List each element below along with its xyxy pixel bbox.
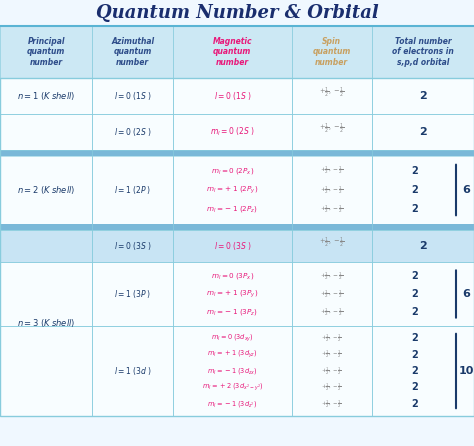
Text: $+\frac{1}{2},-\frac{1}{2}$: $+\frac{1}{2},-\frac{1}{2}$ [321, 332, 342, 344]
Bar [292, 230, 372, 262]
Bar [92, 230, 173, 262]
Text: $l=0\;(1S\;)$: $l=0\;(1S\;)$ [114, 90, 152, 102]
Bar [292, 114, 372, 150]
Bar [292, 78, 372, 114]
Bar [0, 262, 92, 326]
Text: $n=2\;(K\;shell)$: $n=2\;(K\;shell)$ [17, 184, 75, 196]
Text: $m_l=-1\;(3P_z)$: $m_l=-1\;(3P_z)$ [206, 307, 258, 317]
Text: $+\frac{1}{2},-\frac{1}{2}$: $+\frac{1}{2},-\frac{1}{2}$ [321, 349, 342, 360]
Bar [0, 78, 474, 416]
Text: $m_l=-1\;(2P_z)$: $m_l=-1\;(2P_z)$ [206, 204, 258, 215]
Text: $l=1\;(3P\;)$: $l=1\;(3P\;)$ [114, 288, 151, 300]
Text: 2: 2 [419, 241, 427, 251]
Text: Total number
of electrons in
s,p,d orbital: Total number of electrons in s,p,d orbit… [392, 37, 454, 67]
Text: $m_l=+2\;(3d_{x^2-y^2})$: $m_l=+2\;(3d_{x^2-y^2})$ [201, 382, 263, 393]
Bar [0, 78, 92, 114]
Text: $m_l=-1\;(3d_{zx})$: $m_l=-1\;(3d_{zx})$ [207, 366, 257, 376]
Text: 10: 10 [458, 366, 474, 376]
Text: $+\frac{1}{2},-\frac{1}{2}$: $+\frac{1}{2},-\frac{1}{2}$ [321, 398, 342, 409]
Text: $l=1\;(2P\;)$: $l=1\;(2P\;)$ [114, 184, 151, 196]
Text: $+\frac{1}{2},-\frac{1}{2}$: $+\frac{1}{2},-\frac{1}{2}$ [320, 270, 343, 281]
Text: $+\frac{1}{2},-\frac{1}{2}$: $+\frac{1}{2},-\frac{1}{2}$ [320, 203, 343, 215]
Text: 2: 2 [412, 307, 419, 317]
Text: 2: 2 [412, 165, 419, 176]
Text: $n=3\;(K\;shell)$: $n=3\;(K\;shell)$ [17, 317, 75, 329]
Text: $l=0\;(3S\;)$: $l=0\;(3S\;)$ [114, 240, 152, 252]
Bar [92, 114, 173, 150]
Bar [0, 150, 474, 156]
Text: $m_l=-1\;(3d_{z^2})$: $m_l=-1\;(3d_{z^2})$ [207, 399, 257, 409]
Bar [372, 156, 474, 224]
Bar [372, 262, 474, 326]
Text: $m_l=+1\;(2P_y)$: $m_l=+1\;(2P_y)$ [206, 184, 258, 196]
Text: $l=0\;(3S\;)$: $l=0\;(3S\;)$ [213, 240, 251, 252]
Bar [173, 26, 292, 78]
Text: $+\frac{1}{2},-\frac{1}{2}$: $+\frac{1}{2},-\frac{1}{2}$ [319, 86, 345, 100]
Text: $m_l=0\;(3d_{xy})$: $m_l=0\;(3d_{xy})$ [211, 333, 254, 344]
Bar [92, 326, 173, 416]
Text: 6: 6 [462, 185, 470, 195]
Text: 2: 2 [412, 399, 419, 409]
Text: $m_l=0\;(2P_x)$: $m_l=0\;(2P_x)$ [210, 165, 254, 176]
Text: $+\frac{1}{2},-\frac{1}{2}$: $+\frac{1}{2},-\frac{1}{2}$ [319, 122, 345, 136]
Bar [292, 262, 372, 326]
Bar [372, 230, 474, 262]
Bar [173, 156, 292, 224]
Text: Azimuthal
quantum
number: Azimuthal quantum number [111, 37, 154, 67]
Text: 2: 2 [412, 185, 419, 195]
Bar [372, 326, 474, 416]
Bar [173, 114, 292, 150]
Bar [292, 156, 372, 224]
Text: 2: 2 [412, 333, 419, 343]
Bar [173, 262, 292, 326]
Text: Principal
quantum
number: Principal quantum number [27, 37, 65, 67]
Text: Magnetic
quantum
number: Magnetic quantum number [212, 37, 252, 67]
Bar [0, 230, 92, 262]
Bar [173, 230, 292, 262]
Text: $l=0\;(2S\;)$: $l=0\;(2S\;)$ [114, 126, 152, 138]
Text: $m_l=0\;(3P_x)$: $m_l=0\;(3P_x)$ [210, 271, 254, 281]
Bar [0, 326, 92, 416]
Bar [0, 156, 92, 224]
Text: 2: 2 [412, 271, 419, 281]
Text: $+\frac{1}{2},-\frac{1}{2}$: $+\frac{1}{2},-\frac{1}{2}$ [321, 381, 342, 393]
Text: 2: 2 [412, 204, 419, 215]
Bar [0, 224, 474, 230]
Text: 2: 2 [419, 91, 427, 101]
Text: 6: 6 [462, 289, 470, 299]
Text: 2: 2 [412, 382, 419, 392]
Text: $m_l=+1\;(3P_y)$: $m_l=+1\;(3P_y)$ [206, 288, 258, 300]
Text: 2: 2 [412, 366, 419, 376]
Bar [92, 26, 173, 78]
Bar [292, 26, 372, 78]
Text: $m_l=+1\;(3d_{yz})$: $m_l=+1\;(3d_{yz})$ [207, 349, 257, 360]
Text: $+\frac{1}{2},-\frac{1}{2}$: $+\frac{1}{2},-\frac{1}{2}$ [320, 288, 343, 300]
Bar [173, 326, 292, 416]
Text: $+\frac{1}{2},-\frac{1}{2}$: $+\frac{1}{2},-\frac{1}{2}$ [320, 165, 343, 177]
Text: 2: 2 [412, 350, 419, 359]
Bar [372, 114, 474, 150]
Text: $n=1\;(K\;shell)$: $n=1\;(K\;shell)$ [17, 90, 75, 102]
Text: $m_l=0\;(2S\;)$: $m_l=0\;(2S\;)$ [210, 126, 255, 138]
Bar [92, 156, 173, 224]
Text: $+\frac{1}{2},-\frac{1}{2}$: $+\frac{1}{2},-\frac{1}{2}$ [320, 184, 343, 196]
Text: $l=0\;(1S\;)$: $l=0\;(1S\;)$ [213, 90, 251, 102]
Text: Quantum Number & Orbital: Quantum Number & Orbital [96, 4, 378, 22]
Text: 2: 2 [419, 127, 427, 137]
Bar [92, 78, 173, 114]
Text: $+\frac{1}{2},-\frac{1}{2}$: $+\frac{1}{2},-\frac{1}{2}$ [320, 306, 343, 318]
Text: $l=1\;(3d\;)$: $l=1\;(3d\;)$ [114, 365, 152, 377]
Text: $+\frac{1}{2},-\frac{1}{2}$: $+\frac{1}{2},-\frac{1}{2}$ [319, 236, 345, 250]
Bar [173, 78, 292, 114]
Bar [0, 114, 92, 150]
Bar [0, 26, 92, 78]
Text: Spin
quantum
number: Spin quantum number [313, 37, 351, 67]
Text: $+\frac{1}{2},-\frac{1}{2}$: $+\frac{1}{2},-\frac{1}{2}$ [321, 365, 342, 377]
Bar [292, 326, 372, 416]
Bar [92, 262, 173, 326]
Bar [372, 26, 474, 78]
Bar [372, 78, 474, 114]
Text: 2: 2 [412, 289, 419, 299]
